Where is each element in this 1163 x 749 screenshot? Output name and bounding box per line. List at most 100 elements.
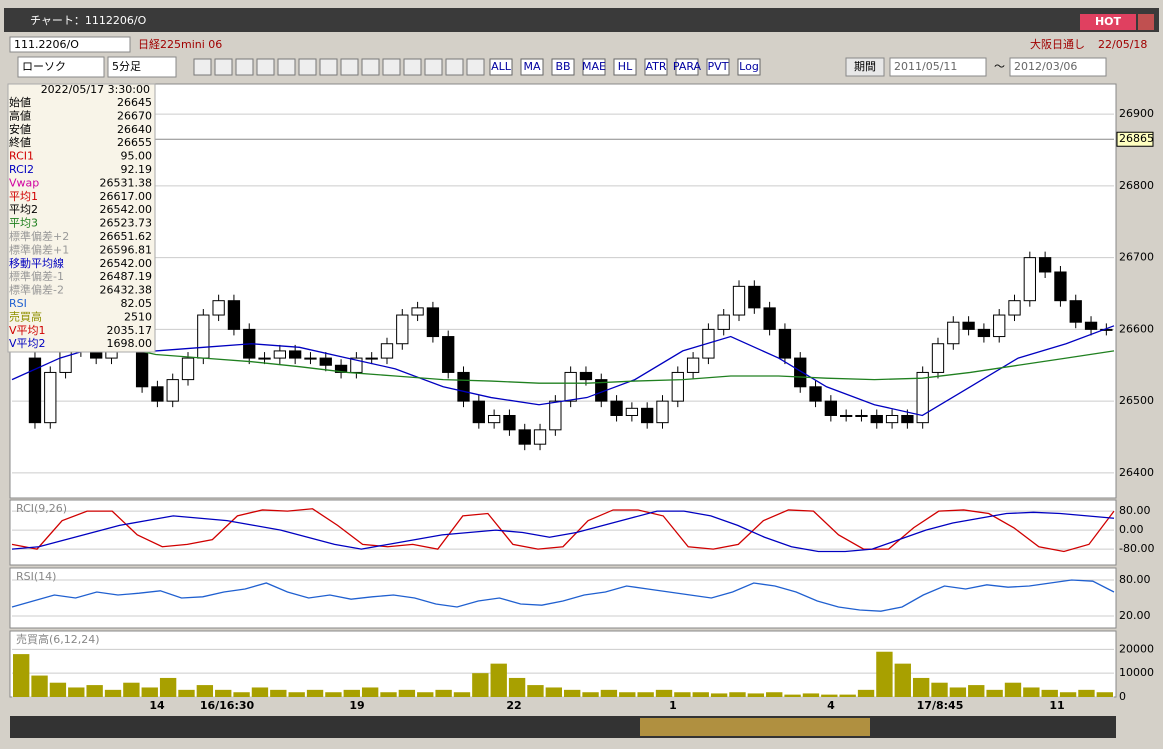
x-tick-label: 19 <box>349 699 364 712</box>
candle <box>334 364 348 373</box>
candle <box>181 357 195 381</box>
tool-icon[interactable] <box>424 58 443 76</box>
volume-bar <box>564 689 581 697</box>
info-value: 26670 <box>117 109 152 122</box>
symbol-input[interactable] <box>9 36 131 53</box>
type-select[interactable] <box>17 56 105 78</box>
tool-icon[interactable] <box>737 58 761 76</box>
tool-icon[interactable] <box>193 58 212 76</box>
volume-bar <box>894 663 911 697</box>
y-tick-label: 26600 <box>1119 322 1154 335</box>
info-value: 26531.38 <box>100 176 153 189</box>
info-label: 標準偏差+1 <box>9 242 69 256</box>
info-label: 始値 <box>9 95 31 109</box>
tool-icon[interactable] <box>706 58 730 76</box>
tool-icon[interactable] <box>466 58 485 76</box>
tool-icon[interactable] <box>277 58 296 76</box>
volume-bar <box>453 692 471 697</box>
volume-bar <box>527 685 544 697</box>
title-bar <box>4 8 1159 32</box>
info-value: 2035.17 <box>107 324 153 337</box>
volume-bar <box>380 692 397 697</box>
tool-icon[interactable] <box>551 58 575 76</box>
tool-icon[interactable] <box>489 58 513 76</box>
candle <box>533 429 547 445</box>
info-value: 82.05 <box>121 297 153 310</box>
tool-icon[interactable] <box>256 58 275 76</box>
tool-icon[interactable] <box>298 58 317 76</box>
candle <box>289 350 302 359</box>
tool-icon-label: PVT <box>708 60 729 73</box>
candle <box>457 371 470 402</box>
to-input[interactable] <box>1009 57 1107 77</box>
volume-bar <box>784 694 801 697</box>
info-label: 移動平均線 <box>9 256 64 270</box>
volume-bar <box>398 689 416 697</box>
info-value: 26645 <box>117 96 152 109</box>
info-label: 終値 <box>9 135 31 149</box>
tool-icon[interactable] <box>613 58 637 76</box>
candle <box>748 285 761 309</box>
y-tick-label: 10000 <box>1119 666 1154 679</box>
scroll-thumb[interactable] <box>640 718 870 736</box>
tool-icon[interactable] <box>520 58 544 76</box>
tool-icon-label: HL <box>618 60 633 73</box>
tool-icon[interactable] <box>675 58 699 76</box>
price-box <box>1116 131 1154 147</box>
scrollbar[interactable] <box>10 716 1116 738</box>
candle <box>809 386 822 402</box>
volume-bar <box>545 687 562 697</box>
tool-icon-label: MA <box>523 60 540 73</box>
volume-bar <box>508 677 526 697</box>
candle <box>1023 257 1036 302</box>
tool-icon[interactable] <box>235 58 254 76</box>
volume-bar <box>49 682 67 697</box>
info-value: 26487.19 <box>100 270 153 283</box>
volume-bar <box>68 687 85 697</box>
info-label: 高値 <box>9 108 31 122</box>
tool-icon[interactable] <box>582 58 606 76</box>
tool-icon[interactable] <box>340 58 359 76</box>
volume-bar <box>1078 689 1095 697</box>
candle <box>59 350 72 373</box>
candle <box>1069 300 1082 323</box>
candle <box>641 407 654 424</box>
candle <box>212 300 225 316</box>
tool-icon[interactable] <box>403 58 422 76</box>
candle <box>319 357 332 366</box>
period-button[interactable] <box>845 57 885 77</box>
volume-bar <box>86 685 103 697</box>
x-tick-label: 22 <box>506 699 521 712</box>
info-label: V平均1 <box>9 324 46 337</box>
volume-bar <box>233 692 250 697</box>
candle <box>610 400 623 416</box>
volume-bar <box>1096 692 1113 697</box>
tool-icon[interactable] <box>382 58 401 76</box>
tool-icon[interactable] <box>214 58 233 76</box>
candle <box>656 400 669 424</box>
tool-icon[interactable] <box>361 58 380 76</box>
y-tick-label: 26900 <box>1119 107 1154 120</box>
candle <box>671 371 684 402</box>
info-label: 売買高 <box>9 309 42 323</box>
candle <box>442 336 455 373</box>
tool-icon[interactable] <box>644 58 668 76</box>
y-tick-label: 0.00 <box>1119 523 1144 536</box>
hot-button[interactable] <box>1080 14 1136 30</box>
tool-icon[interactable] <box>445 58 464 76</box>
series-line <box>11 510 1115 553</box>
tool-icon[interactable] <box>319 58 338 76</box>
volume-bar <box>417 692 434 697</box>
volume-bar <box>141 687 158 697</box>
x-tick-label: 16/16:30 <box>200 699 255 712</box>
y-tick-label: -80.00 <box>1119 542 1154 555</box>
info-value: 26432.38 <box>100 284 153 297</box>
tool-icon-label: MAE <box>582 60 606 73</box>
volume-bar <box>839 694 856 697</box>
candle <box>1084 321 1098 330</box>
main-panel <box>9 83 1117 499</box>
candle <box>28 357 42 424</box>
close-button[interactable] <box>1138 14 1154 30</box>
interval-select[interactable] <box>107 56 177 78</box>
from-input[interactable] <box>889 57 987 77</box>
